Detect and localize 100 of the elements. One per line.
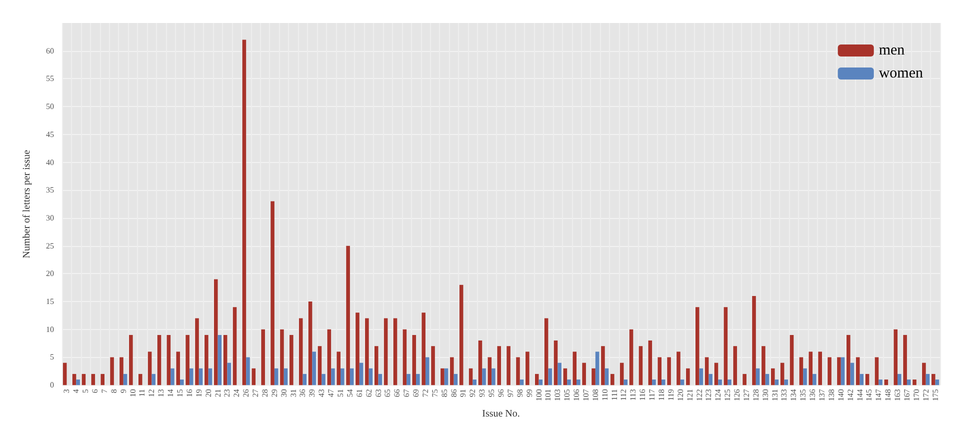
x-tick-label: 120 bbox=[676, 389, 685, 402]
x-tick-label: 66 bbox=[392, 389, 402, 398]
x-tick-label: 91 bbox=[458, 389, 468, 398]
x-tick-label: 98 bbox=[515, 389, 524, 398]
bar bbox=[658, 357, 662, 386]
bar bbox=[148, 352, 152, 386]
x-tick-label: 19 bbox=[194, 389, 204, 398]
bar bbox=[576, 380, 580, 386]
bar bbox=[762, 346, 766, 386]
x-tick-label: 20 bbox=[204, 389, 213, 398]
bar bbox=[912, 380, 916, 386]
bar bbox=[610, 374, 614, 386]
bar bbox=[648, 340, 652, 386]
bar bbox=[572, 352, 577, 386]
bar bbox=[526, 352, 530, 386]
bar bbox=[604, 368, 609, 386]
x-tick-label: 148 bbox=[884, 389, 893, 402]
bar bbox=[76, 380, 80, 386]
x-tick-label: 135 bbox=[798, 389, 808, 402]
bar bbox=[846, 334, 850, 386]
bar bbox=[186, 334, 190, 386]
bar bbox=[497, 346, 501, 386]
bar bbox=[935, 380, 940, 386]
y-tick-label: 55 bbox=[46, 74, 54, 84]
bar bbox=[932, 374, 936, 386]
bar bbox=[790, 334, 794, 386]
x-tick-label: 36 bbox=[298, 389, 308, 398]
bar bbox=[270, 201, 274, 386]
x-tick-label: 65 bbox=[383, 389, 392, 398]
bar bbox=[661, 380, 666, 386]
bar bbox=[676, 352, 680, 386]
x-tick-label: 95 bbox=[487, 389, 496, 398]
bar bbox=[488, 357, 492, 386]
bar bbox=[274, 368, 278, 386]
x-tick-label: 43 bbox=[317, 389, 326, 398]
legend-label: women bbox=[878, 66, 924, 82]
x-tick-label: 11 bbox=[138, 389, 147, 397]
x-tick-label: 116 bbox=[638, 389, 648, 401]
bar bbox=[799, 357, 804, 386]
x-tick-label: 13 bbox=[156, 389, 166, 398]
bar bbox=[592, 368, 596, 386]
x-tick-label: 125 bbox=[723, 389, 732, 402]
bar bbox=[356, 312, 360, 386]
bar bbox=[454, 374, 458, 386]
x-tick-label: 122 bbox=[694, 389, 704, 402]
x-tick-label: 72 bbox=[420, 389, 430, 398]
x-tick-label: 26 bbox=[242, 389, 251, 398]
x-tick-label: 67 bbox=[402, 389, 412, 398]
bar bbox=[520, 380, 524, 386]
x-tick-label: 123 bbox=[704, 389, 714, 402]
bar bbox=[538, 380, 543, 386]
bar bbox=[406, 374, 410, 386]
x-tick-label: 51 bbox=[336, 389, 346, 398]
x-tick-label: 30 bbox=[279, 389, 288, 398]
legend-label: men bbox=[878, 42, 906, 58]
bar bbox=[492, 368, 496, 386]
bar bbox=[176, 352, 180, 386]
bar bbox=[62, 362, 67, 386]
x-tick-label: 16 bbox=[184, 389, 194, 398]
x-tick-label: 136 bbox=[808, 389, 818, 402]
bar bbox=[718, 380, 722, 386]
bar bbox=[784, 380, 788, 386]
bar bbox=[534, 374, 539, 386]
bar bbox=[459, 284, 464, 386]
x-tick-label: 86 bbox=[449, 389, 458, 398]
x-tick-label: 110 bbox=[600, 389, 610, 401]
y-tick-label: 5 bbox=[50, 352, 54, 362]
bar bbox=[728, 380, 732, 386]
bar bbox=[416, 374, 420, 386]
bar bbox=[302, 374, 307, 386]
bar bbox=[850, 362, 854, 386]
bar bbox=[906, 380, 911, 386]
y-tick-label: 60 bbox=[46, 46, 54, 56]
bar bbox=[359, 362, 364, 386]
x-tick-label: 137 bbox=[817, 389, 826, 402]
bar bbox=[110, 357, 114, 386]
bar bbox=[284, 368, 288, 386]
bar bbox=[232, 307, 237, 386]
bar bbox=[818, 352, 822, 386]
x-tick-label: 47 bbox=[326, 389, 336, 398]
x-tick-label: 172 bbox=[921, 389, 930, 402]
bar bbox=[246, 357, 250, 386]
y-tick-label: 30 bbox=[46, 213, 54, 222]
bar bbox=[620, 362, 624, 386]
x-tick-label: 100 bbox=[534, 389, 544, 402]
bar bbox=[478, 340, 482, 386]
x-tick-label: 24 bbox=[232, 389, 242, 398]
x-tick-label: 119 bbox=[666, 389, 676, 401]
bar bbox=[624, 380, 628, 386]
x-tick-label: 126 bbox=[732, 389, 742, 402]
x-tick-label: 106 bbox=[572, 389, 582, 402]
bar bbox=[629, 329, 634, 386]
bar bbox=[218, 334, 222, 386]
bar bbox=[771, 368, 775, 386]
bar bbox=[327, 329, 332, 386]
y-tick-label: 20 bbox=[46, 269, 54, 278]
bar bbox=[922, 362, 926, 386]
bar bbox=[322, 374, 326, 386]
bar bbox=[468, 368, 473, 386]
y-tick-label: 45 bbox=[46, 130, 54, 139]
